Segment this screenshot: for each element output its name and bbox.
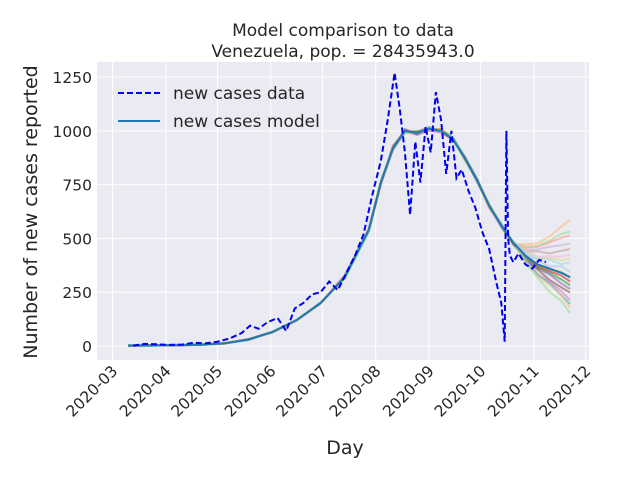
x-tick-label: 2020-05 (168, 362, 227, 421)
series-lines (127, 72, 571, 347)
data-series-line (132, 72, 547, 347)
x-axis-label: Day (326, 437, 364, 459)
chart-subtitle: Venezuela, pop. = 28435943.0 (211, 42, 474, 62)
model-series-line (127, 127, 571, 347)
legend-model-label: new cases model (173, 112, 320, 132)
x-tick-label: 2020-07 (273, 362, 332, 421)
legend: new cases data new cases model (118, 84, 320, 132)
y-tick-label: 1000 (53, 123, 92, 141)
x-tick-label: 2020-12 (536, 362, 595, 421)
y-tick-label: 0 (82, 338, 92, 356)
plot-area (97, 62, 589, 360)
x-tick-label: 2020-04 (116, 362, 175, 421)
grid-lines (97, 62, 589, 360)
y-tick-label: 250 (62, 284, 92, 302)
y-tick-label: 1250 (53, 69, 92, 87)
y-tick-label: 750 (62, 177, 92, 195)
legend-data-label: new cases data (173, 84, 305, 104)
x-tick-label: 2020-09 (379, 362, 438, 421)
x-tick-label: 2020-08 (326, 362, 385, 421)
y-tick-label: 500 (62, 230, 92, 248)
x-tick-label: 2020-06 (221, 362, 280, 421)
y-axis-label: Number of new cases reported (20, 65, 42, 358)
x-tick-label: 2020-11 (484, 362, 543, 421)
x-tick-label: 2020-03 (63, 362, 122, 421)
x-tick-label: 2020-10 (431, 362, 490, 421)
chart-title: Model comparison to data (232, 21, 454, 41)
